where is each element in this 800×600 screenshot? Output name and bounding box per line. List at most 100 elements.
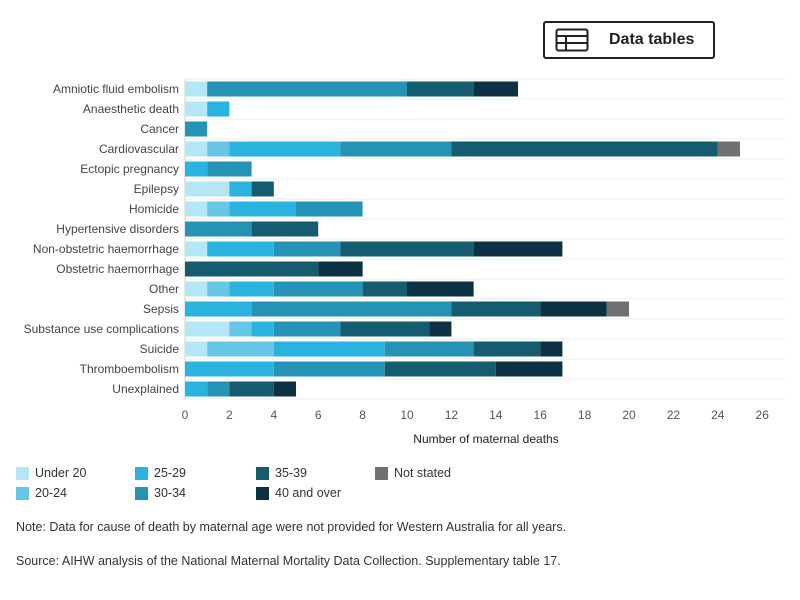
bar-segment[interactable] <box>540 341 563 357</box>
legend-swatch <box>16 486 29 500</box>
legend-label: Under 20 <box>35 466 87 480</box>
bar-segment[interactable] <box>185 241 208 257</box>
bar-segment[interactable] <box>473 341 541 357</box>
x-tick-label: 26 <box>756 408 770 422</box>
x-tick-label: 0 <box>182 408 189 422</box>
bar-segment[interactable] <box>185 141 208 157</box>
bar-segment[interactable] <box>251 221 319 237</box>
bar-segment[interactable] <box>429 321 452 337</box>
bar-segment[interactable] <box>207 281 230 297</box>
category-label: Epilepsy <box>134 182 179 196</box>
bar-segment[interactable] <box>229 181 252 197</box>
bar-segment[interactable] <box>273 361 385 377</box>
bar-segment[interactable] <box>185 181 230 197</box>
x-tick-label: 22 <box>667 408 681 422</box>
bar-segment[interactable] <box>229 381 274 397</box>
bar-segment[interactable] <box>451 141 718 157</box>
bar-segment[interactable] <box>362 281 407 297</box>
bar-segment[interactable] <box>207 101 230 117</box>
bar-segment[interactable] <box>540 301 607 317</box>
bar-segment[interactable] <box>229 281 274 297</box>
bar-segment[interactable] <box>340 141 452 157</box>
legend-item: Under 20 <box>16 466 86 480</box>
x-tick-label: 4 <box>270 408 277 422</box>
x-tick-label: 16 <box>534 408 548 422</box>
source-text: Source: AIHW analysis of the National Ma… <box>16 554 561 568</box>
bar-segment[interactable] <box>207 81 407 97</box>
category-label: Unexplained <box>112 382 179 396</box>
bar-segment[interactable] <box>606 301 629 317</box>
bar-segment[interactable] <box>340 321 430 337</box>
data-tables-button[interactable]: Data tables <box>543 21 715 59</box>
bar-segment[interactable] <box>473 241 563 257</box>
bar-segment[interactable] <box>384 341 474 357</box>
category-label: Substance use complications <box>24 322 179 336</box>
bar-segment[interactable] <box>251 181 274 197</box>
bar-segment[interactable] <box>207 341 274 357</box>
legend-item: 40 and over <box>256 486 341 500</box>
category-label: Sepsis <box>143 302 179 316</box>
legend-label: 40 and over <box>275 486 342 500</box>
legend-label: 35-39 <box>275 466 307 480</box>
bar-segment[interactable] <box>185 221 252 237</box>
bar-segment[interactable] <box>229 321 252 337</box>
bar-segment[interactable] <box>273 341 385 357</box>
bar-segment[interactable] <box>407 281 474 297</box>
x-tick-labels: 0 2 4 6 8 10 12 14 16 18 20 22 24 26 <box>182 408 770 422</box>
bar-segment[interactable] <box>318 261 363 277</box>
bar-segment[interactable] <box>229 201 296 217</box>
bar-segment[interactable] <box>185 321 230 337</box>
category-label: Thromboembolism <box>80 362 179 376</box>
table-icon <box>555 28 589 52</box>
x-tick-label: 6 <box>315 408 322 422</box>
bar-segment[interactable] <box>185 121 208 137</box>
bar-segment[interactable] <box>185 101 208 117</box>
bar-segment[interactable] <box>185 281 208 297</box>
bar-segment[interactable] <box>207 381 230 397</box>
bar-segment[interactable] <box>207 241 274 257</box>
legend-item: Not stated <box>375 466 451 480</box>
bar-segment[interactable] <box>340 241 474 257</box>
bar-segment[interactable] <box>251 321 274 337</box>
bar-segment[interactable] <box>251 301 452 317</box>
bar-segment[interactable] <box>185 161 208 177</box>
bar-segment[interactable] <box>296 201 363 217</box>
note-text: Note: Data for cause of death by materna… <box>16 520 567 534</box>
category-label: Suicide <box>140 342 180 356</box>
legend-item: 30-34 <box>135 486 186 500</box>
stacked-bar-chart: Amniotic fluid embolism Anaesthetic death… <box>24 78 785 446</box>
legend-label: 25-29 <box>154 466 186 480</box>
bar-segment[interactable] <box>207 141 230 157</box>
category-label: Obstetric haemorrhage <box>56 262 179 276</box>
category-label: Cancer <box>140 122 179 136</box>
bar-segment[interactable] <box>451 301 541 317</box>
bar-segment[interactable] <box>207 201 230 217</box>
bar-segment[interactable] <box>185 381 208 397</box>
legend-item: 20-24 <box>16 486 67 500</box>
category-label: Ectopic pregnancy <box>80 162 179 176</box>
bar-segment[interactable] <box>207 161 252 177</box>
bar-segment[interactable] <box>185 361 274 377</box>
bar-segment[interactable] <box>384 361 496 377</box>
bar-segment[interactable] <box>473 81 518 97</box>
x-tick-label: 14 <box>489 408 503 422</box>
legend: Under 20 20-24 25-29 30-34 35-39 40 and over N… <box>16 466 516 506</box>
bar-segment[interactable] <box>185 81 208 97</box>
bar-segment[interactable] <box>273 381 296 397</box>
legend-swatch <box>375 466 388 480</box>
bar-segment[interactable] <box>185 301 252 317</box>
bar-segment[interactable] <box>185 341 208 357</box>
bar-segment[interactable] <box>717 141 740 157</box>
bar-segment[interactable] <box>273 281 363 297</box>
bar-segment[interactable] <box>185 201 208 217</box>
legend-label: Not stated <box>394 466 451 480</box>
bar-segment[interactable] <box>229 141 341 157</box>
category-label: Hypertensive disorders <box>56 222 179 236</box>
bar-segment[interactable] <box>407 81 474 97</box>
category-label: Amniotic fluid embolism <box>53 82 179 96</box>
bar-segment[interactable] <box>273 241 341 257</box>
bar-segment[interactable] <box>185 261 319 277</box>
bar-segment[interactable] <box>273 321 341 337</box>
bar-segment[interactable] <box>495 361 563 377</box>
x-tick-label: 18 <box>578 408 592 422</box>
